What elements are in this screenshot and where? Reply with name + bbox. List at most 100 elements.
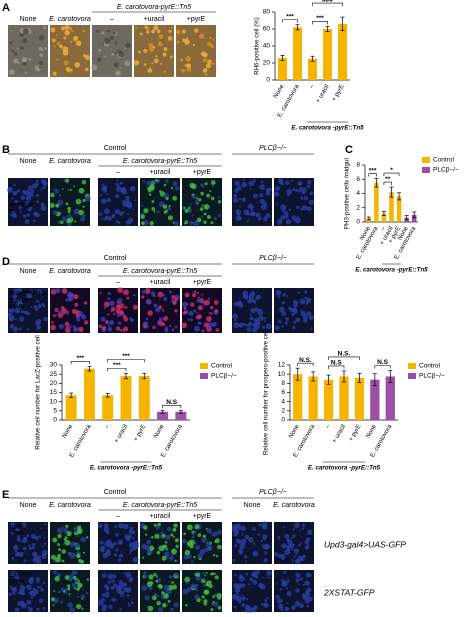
micrograph xyxy=(91,25,132,77)
cell xyxy=(82,205,85,208)
cell xyxy=(257,216,262,221)
cell xyxy=(78,187,85,194)
cell xyxy=(167,215,173,221)
cell xyxy=(292,534,296,538)
cell xyxy=(188,310,194,316)
bar xyxy=(157,411,169,420)
significance-label: N.S. xyxy=(299,357,312,364)
panel-label: B xyxy=(2,144,10,156)
cell xyxy=(74,542,81,548)
error-bar xyxy=(340,16,345,32)
column-header: +uracil xyxy=(150,513,171,520)
cell xyxy=(61,526,64,529)
cell xyxy=(101,198,107,205)
cell xyxy=(205,73,208,76)
significance-bracket xyxy=(162,404,182,409)
cell xyxy=(119,310,125,315)
cell xyxy=(161,591,165,596)
cell xyxy=(197,533,202,537)
cell xyxy=(40,587,44,592)
cell xyxy=(264,543,270,550)
cell xyxy=(141,584,148,591)
cell xyxy=(16,534,21,539)
cell xyxy=(205,527,208,530)
cell xyxy=(171,581,174,584)
cell xyxy=(213,572,216,575)
cell xyxy=(118,211,124,217)
cell xyxy=(155,575,158,578)
cell xyxy=(113,553,118,557)
cell xyxy=(187,206,191,210)
cell xyxy=(105,550,109,553)
cell xyxy=(109,320,115,326)
cell xyxy=(292,543,295,546)
y-tick-label: 0 xyxy=(266,77,270,84)
cell xyxy=(157,323,160,326)
cell xyxy=(300,181,303,184)
cell xyxy=(125,571,132,578)
cell xyxy=(115,70,121,76)
cell xyxy=(56,205,59,208)
cell xyxy=(241,596,246,601)
cell xyxy=(279,179,284,184)
legend-swatch xyxy=(200,363,208,369)
cell xyxy=(296,205,300,209)
cell xyxy=(251,572,256,577)
cell xyxy=(165,197,169,201)
micrograph xyxy=(8,287,48,333)
cell xyxy=(207,297,211,301)
cell xyxy=(84,195,91,202)
cell xyxy=(64,575,70,580)
cell xyxy=(217,199,222,204)
cell xyxy=(13,288,19,294)
cell xyxy=(9,317,14,322)
micrograph xyxy=(97,570,138,612)
cell xyxy=(303,291,306,293)
significance-label: N.S xyxy=(166,399,178,406)
cell xyxy=(50,597,55,602)
channel-label: prospero xyxy=(10,298,34,304)
cell xyxy=(304,598,310,604)
cell xyxy=(126,296,130,300)
cell xyxy=(50,27,56,33)
cell xyxy=(309,191,314,196)
cell xyxy=(299,541,302,544)
legend-label: Control xyxy=(211,363,233,370)
cell xyxy=(280,204,287,211)
cell xyxy=(126,213,129,216)
cell xyxy=(156,210,160,214)
cell xyxy=(49,202,55,208)
cell xyxy=(111,579,115,583)
cell xyxy=(234,544,238,548)
cell xyxy=(64,322,67,325)
cell xyxy=(155,579,159,583)
cell xyxy=(163,70,167,73)
cell xyxy=(10,522,16,528)
cell xyxy=(212,531,218,537)
cell xyxy=(285,218,292,225)
cell xyxy=(300,309,303,312)
y-tick-label: 40 xyxy=(263,43,271,50)
cell xyxy=(8,592,12,596)
cell xyxy=(155,525,160,530)
micrograph xyxy=(232,178,272,226)
cell xyxy=(308,315,314,321)
cell xyxy=(106,587,110,591)
cell xyxy=(160,531,164,535)
cell xyxy=(36,319,42,325)
cell xyxy=(253,605,258,610)
cell xyxy=(59,44,61,47)
cell xyxy=(33,555,40,561)
y-axis-label: RH6-positive cell (%) xyxy=(254,17,261,75)
cell xyxy=(147,310,153,316)
cell xyxy=(300,196,304,200)
cell xyxy=(293,548,299,554)
cell xyxy=(26,293,33,299)
cell xyxy=(203,212,207,216)
cell xyxy=(295,572,299,577)
cell xyxy=(38,535,42,538)
cell xyxy=(156,594,160,598)
cell xyxy=(181,29,186,34)
cell xyxy=(13,296,17,300)
cell xyxy=(248,180,255,187)
